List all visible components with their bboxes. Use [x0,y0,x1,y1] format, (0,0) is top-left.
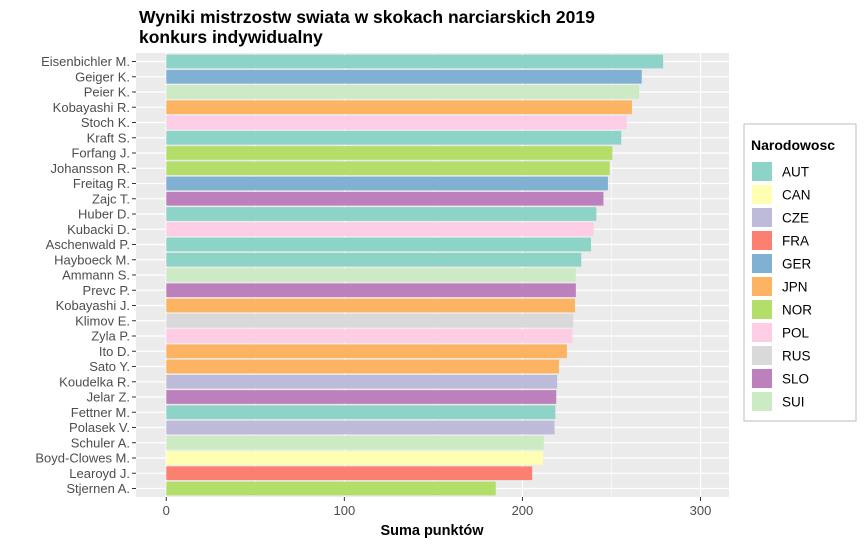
bar [166,85,640,99]
y-tick-label: Koudelka R. [59,374,130,389]
y-tick-label: Hayboeck M. [54,252,130,267]
bar [166,130,622,145]
bar [166,268,576,282]
y-tick-label: Polasek V. [69,420,130,435]
legend-swatch [752,300,772,319]
x-tick-label: 100 [333,503,355,518]
legend-label: RUS [782,349,811,364]
legend-label: CZE [782,211,809,226]
bars [166,54,664,496]
bar [166,451,543,465]
y-tick-label: Prevc P. [83,283,130,298]
bar [166,252,582,267]
y-tick-label: Freitag R. [73,176,130,191]
legend-label: NOR [782,303,812,318]
y-tick-label: Sato Y. [89,359,130,374]
y-tick-label: Kraft S. [87,130,130,145]
y-tick-label: Peier K. [84,85,130,100]
y-tick-label: Ammann S. [62,268,130,283]
x-tick-label: 300 [690,503,712,518]
bar [166,466,533,481]
legend-label: JPN [782,280,808,295]
bar [166,176,608,191]
legend-swatch [752,208,772,227]
y-tick-label: Kubacki D. [67,222,130,237]
y-tick-label: Johansson R. [51,161,131,176]
y-tick-label: Stoch K. [81,115,130,130]
bar [166,100,632,115]
y-tick-label: Stjernen A. [66,481,130,496]
y-tick-label: Learoyd J. [69,466,130,481]
bar [166,359,559,374]
bar [166,237,591,252]
legend-swatch [752,369,772,388]
legend-swatch [752,162,772,181]
y-tick-label: Boyd-Clowes M. [35,451,130,466]
x-axis-label: Suma punktów [380,523,484,539]
y-tick-label: Ito D. [99,344,130,359]
y-tick-label: Schuler A. [71,435,130,450]
bar [166,54,664,69]
bar [166,344,567,359]
x-tick-label: 200 [512,503,534,518]
bar [166,222,594,237]
bar [166,390,557,404]
legend-label: POL [782,326,810,341]
bar [166,435,544,450]
bar [166,405,556,420]
bar [166,374,558,389]
legend-label: SUI [782,395,805,410]
legend-swatch [752,392,772,411]
legend-swatch [752,254,772,273]
y-tick-label: Fettner M. [71,405,130,420]
chart-title-line-1: Wyniki mistrzostw swiata w skokach narci… [139,7,595,27]
y-tick-label: Huber D. [78,207,130,222]
bar [166,115,627,130]
bar [166,481,496,496]
y-tick-label: Kobayashi R. [53,100,130,115]
legend-label: GER [782,257,812,272]
legend-label: AUT [782,165,809,180]
legend-items: AUT CAN CZE FRA GER JPN NOR POL RUS SLO SUI [752,162,812,411]
legend-title: Narodowosc [751,137,835,153]
y-tick-label: Eisenbichler M. [41,54,130,69]
y-tick-label: Kobayashi J. [56,298,130,313]
x-axis-ticks: 0 100 200 300 [163,497,712,518]
y-tick-label: Klimov E. [75,313,130,328]
y-tick-label: Jelar Z. [87,390,130,405]
bar [166,420,555,435]
legend-swatch [752,323,772,342]
bar [166,283,576,298]
legend-swatch [752,231,772,250]
bar [166,207,597,221]
legend-swatch [752,185,772,204]
y-tick-label: Forfang J. [71,146,130,161]
bar [166,329,573,343]
legend-label: SLO [782,372,809,387]
legend-swatch [752,346,772,365]
bar [166,161,610,176]
legend-label: CAN [782,188,811,203]
bar [166,146,613,160]
bar [166,298,575,313]
bar [166,191,604,206]
legend-label: FRA [782,234,809,249]
x-tick-label: 0 [163,503,170,518]
y-tick-label: Zyla P. [91,329,130,344]
legend-swatch [752,277,772,296]
bar [166,69,642,84]
legend: Narodowosc AUT CAN CZE FRA GER JPN NOR POL RUS SL… [743,123,857,422]
y-tick-label: Zajc T. [92,191,130,206]
y-tick-label: Geiger K. [75,69,130,84]
chart-title-line-2: konkurs indywidualny [139,27,323,47]
bar [166,313,574,328]
y-tick-label: Aschenwald P. [46,237,130,252]
y-axis-ticks: Eisenbichler M.Geiger K.Peier K.Kobayash… [35,54,136,496]
